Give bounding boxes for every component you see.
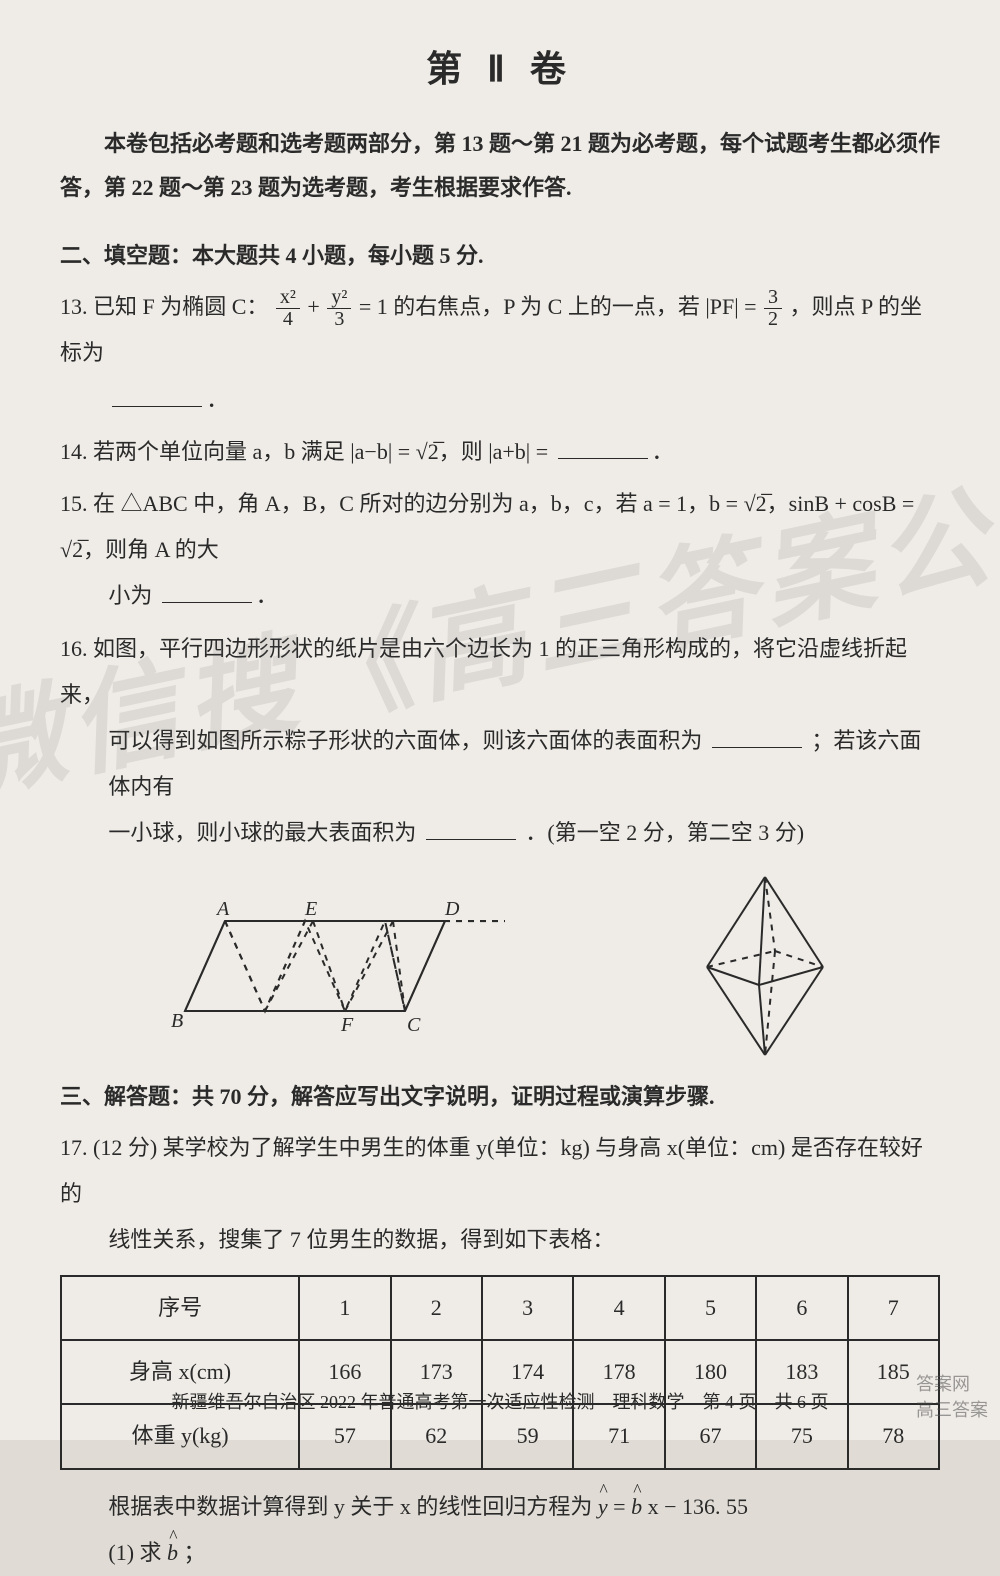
cell: 59 [482,1404,573,1468]
th-7: 7 [848,1276,939,1340]
q17-line2: 线性关系，搜集了 7 位男生的数据，得到如下表格： [108,1227,614,1252]
q16-line2-wrap: 可以得到如图所示粽子形状的六面体，则该六面体的表面积为 ；若该六面体内有 [60,718,940,810]
q13-frac1-den: 4 [276,309,300,330]
q15-number: 15. [60,491,88,516]
q17-number: 17. [60,1135,88,1160]
q13-plus: + [307,294,319,319]
th-6: 6 [756,1276,847,1340]
q13-text-eq: = 1 的右焦点，P 为 C 上的一点，若 |PF| = [359,294,757,319]
row-y-label: 体重 y(kg) [61,1404,299,1468]
page: 微信搜《高三答案公众号》 第 Ⅱ 卷 本卷包括必考题和选考题两部分，第 13 题… [0,0,1000,1440]
q17-bhat: b [631,1484,642,1530]
corner-watermark: 答案网 高三答案 [916,1370,988,1422]
question-15: 15. 在 △ABC 中，角 A，B，C 所对的边分别为 a，b，c，若 a =… [60,481,940,620]
label-F: F [340,1014,354,1036]
q13-frac2-num: y² [327,287,351,309]
table-row: 体重 y(kg) 57 62 59 71 67 75 78 [61,1404,939,1468]
q13-text-pre: 已知 F 为椭圆 C： [93,294,268,319]
question-13: 13. 已知 F 为椭圆 C： x² 4 + y² 3 = 1 的右焦点，P 为… [60,284,940,423]
q13-frac1-num: x² [276,287,300,309]
corner-line1: 答案网 [916,1370,988,1396]
q16-line1: 如图，平行四边形形状的纸片是由六个边长为 1 的正三角形构成的，将它沿虚线折起来… [60,636,907,707]
q16-blank2 [426,820,516,841]
intro-paragraph: 本卷包括必考题和选考题两部分，第 13 题～第 21 题为必考题，每个试题考生都… [60,122,940,210]
q13-number: 13. [60,294,88,319]
th-5: 5 [665,1276,756,1340]
q16-line5: ．(第一空 2 分，第二空 3 分) [525,820,804,845]
q14-text: 若两个单位向量 a，b 满足 |a−b| = √2̅，则 |a+b| = [93,439,554,464]
q14-number: 14. [60,439,88,464]
q17-line2-wrap: 线性关系，搜集了 7 位男生的数据，得到如下表格： [60,1217,940,1263]
bipyramid-figure [675,871,855,1061]
question-17: 17. (12 分) 某学校为了解学生中男生的体重 y(单位：kg) 与身高 x… [60,1125,940,1576]
q17-line3-wrap: 根据表中数据计算得到 y 关于 x 的线性回归方程为 y = b x − 136… [60,1484,940,1530]
q17-line4-wrap: (1) 求 b ； [60,1530,940,1576]
q16-line4-wrap: 一小球，则小球的最大表面积为 ．(第一空 2 分，第二空 3 分) [60,810,940,856]
figures-row: A E D B F C [60,871,940,1061]
label-B: B [171,1010,183,1032]
q17-line3b: = [613,1494,631,1519]
label-E: E [304,898,317,920]
th-seq: 序号 [61,1276,299,1340]
q13-frac3-num: 3 [764,287,782,309]
q17-line3a: 根据表中数据计算得到 y 关于 x 的线性回归方程为 [108,1494,598,1519]
cell: 62 [391,1404,482,1468]
cell: 67 [665,1404,756,1468]
label-A: A [215,898,230,920]
q14-blank [558,438,648,459]
q17-line1: (12 分) 某学校为了解学生中男生的体重 y(单位：kg) 与身高 x(单位：… [60,1135,923,1206]
table-row: 序号 1 2 3 4 5 6 7 [61,1276,939,1340]
th-3: 3 [482,1276,573,1340]
q17-line4b: ； [184,1540,206,1565]
q17-line4: (1) 求 [108,1540,167,1565]
q15-blank [162,583,252,604]
th-4: 4 [573,1276,664,1340]
q15-line2: 小为 [108,583,152,608]
cell: 71 [573,1404,664,1468]
section-2-heading: 二、填空题：本大题共 4 小题，每小题 5 分. [60,238,940,270]
page-footer: 新疆维吾尔自治区 2022 年普通高考第一次适应性检测 理科数学 第 4 页 共… [0,1388,1000,1414]
question-14: 14. 若两个单位向量 a，b 满足 |a−b| = √2̅，则 |a+b| =… [60,429,940,475]
parallelogram-figure: A E D B F C [145,891,505,1041]
q13-blank-line: ． [60,377,940,423]
section-3-heading: 三、解答题：共 70 分，解答应写出文字说明，证明过程或演算步骤. [60,1079,940,1111]
q13-frac3: 3 2 [764,287,782,330]
q13-frac2: y² 3 [327,287,351,330]
q17-table: 序号 1 2 3 4 5 6 7 身高 x(cm) 166 173 174 17… [60,1275,940,1470]
q16-line2: 可以得到如图所示粽子形状的六面体，则该六面体的表面积为 [108,728,702,753]
q17-bhat2: b [167,1530,178,1576]
corner-line2: 高三答案 [916,1396,988,1422]
q17-yhat: y [598,1484,608,1530]
th-1: 1 [299,1276,390,1340]
q17-line3c: x − 136. 55 [648,1494,748,1519]
label-D: D [444,898,460,920]
cell: 75 [756,1404,847,1468]
q13-blank [112,386,202,407]
q15-line2-wrap: 小为 ． [60,573,940,619]
label-C: C [407,1014,421,1036]
q13-frac2-den: 3 [327,309,351,330]
q15-line1: 在 △ABC 中，角 A，B，C 所对的边分别为 a，b，c，若 a = 1，b… [60,491,914,562]
q16-number: 16. [60,636,88,661]
part-title: 第 Ⅱ 卷 [60,40,940,92]
th-2: 2 [391,1276,482,1340]
q16-line4: 一小球，则小球的最大表面积为 [108,820,416,845]
q13-frac3-den: 2 [764,309,782,330]
q13-frac1: x² 4 [276,287,300,330]
question-16: 16. 如图，平行四边形形状的纸片是由六个边长为 1 的正三角形构成的，将它沿虚… [60,626,940,857]
cell: 57 [299,1404,390,1468]
q16-blank1 [712,727,802,748]
